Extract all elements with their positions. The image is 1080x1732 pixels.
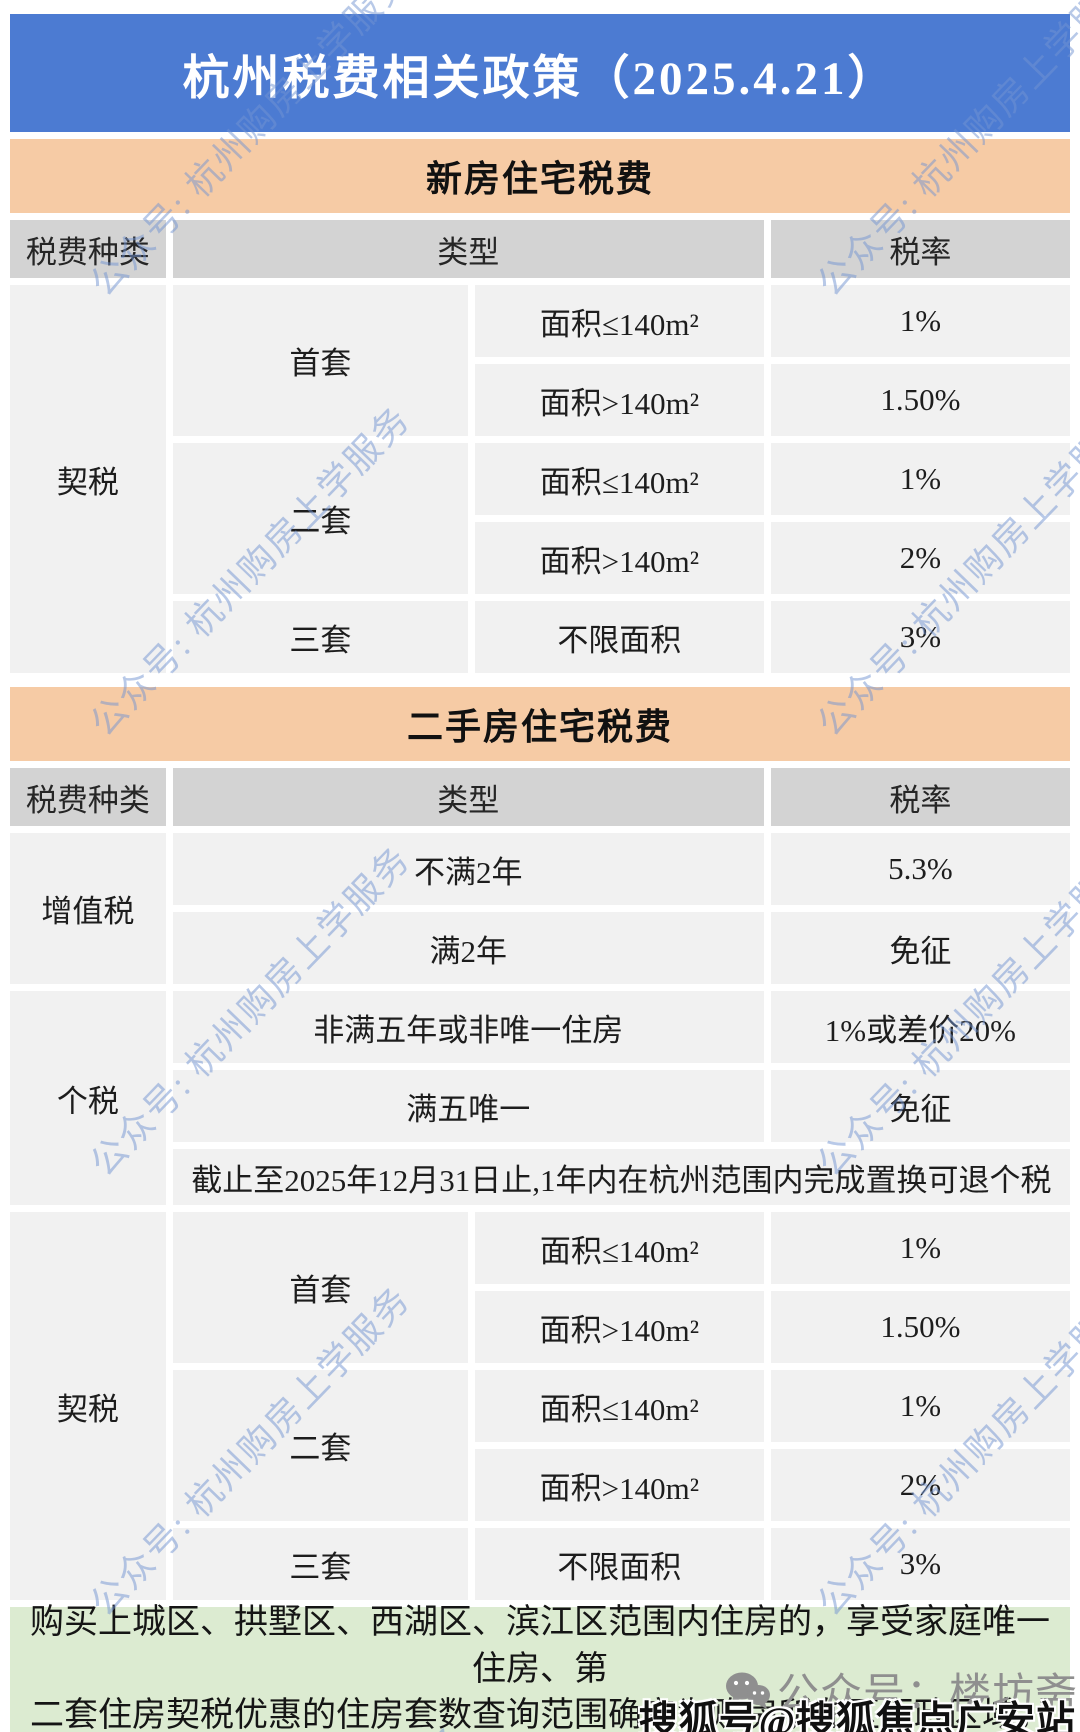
cell-rate: 1% bbox=[770, 285, 1070, 357]
section-header-label: 新房住宅税费 bbox=[425, 159, 654, 199]
cell-type: 面积>140m² bbox=[474, 1449, 764, 1521]
cell-rate: 3% bbox=[770, 601, 1070, 673]
cell-rate: 1.50% bbox=[770, 364, 1070, 436]
cell-type: 面积>140m² bbox=[474, 364, 764, 436]
section-header-label: 二手房住宅税费 bbox=[406, 707, 673, 747]
note-line-1: 购买上城区、拱墅区、西湖区、滨江区范围内住房的，享受家庭唯一住房、第 bbox=[30, 1603, 1050, 1688]
table-row: 三套 不限面积 3% bbox=[10, 601, 1070, 673]
table-row: 契税 首套 面积≤140m² 1% bbox=[10, 1212, 1070, 1600]
col-header-type: 类型 bbox=[172, 768, 764, 826]
table-row: 截止至2025年12月31日止,1年内在杭州范围内完成置换可退个税 bbox=[10, 1149, 1070, 1205]
section-header-new-homes: 新房住宅税费 bbox=[10, 139, 1070, 213]
cell-type: 非满五年或非唯一住房 bbox=[172, 991, 764, 1063]
cell-rate: 1%或差价20% bbox=[770, 991, 1070, 1063]
new-home-tax-table: 税费种类 类型 税率 契税 首套 面积≤140m² 1% 面积>140m² 1.… bbox=[3, 213, 1077, 680]
cell-rate: 1% bbox=[770, 443, 1070, 515]
cell-type: 不限面积 bbox=[474, 1528, 764, 1600]
sohu-account-badge: 搜狐号@搜狐焦点广安站 bbox=[638, 1700, 1076, 1732]
title-bar: 杭州税费相关政策（2025.4.21） bbox=[10, 14, 1070, 132]
table-row: 面积>140m² 1.50% bbox=[10, 1291, 1070, 1363]
cell-tier-third: 三套 bbox=[172, 1528, 468, 1600]
table-row: 满五唯一 免征 bbox=[10, 1070, 1070, 1142]
cell-rate: 2% bbox=[770, 1449, 1070, 1521]
table-row: 面积>140m² 1.50% bbox=[10, 364, 1070, 436]
cell-tier-second: 二套 bbox=[172, 443, 468, 594]
wechat-account-label: 公众号：楼坊斋 bbox=[776, 1672, 1078, 1718]
cell-rate: 免征 bbox=[770, 912, 1070, 984]
deed-tax-district-note: 购买上城区、拱墅区、西湖区、滨江区范围内住房的，享受家庭唯一住房、第 二套住房契… bbox=[10, 1604, 1070, 1732]
cell-type: 面积>140m² bbox=[474, 522, 764, 594]
cell-rate: 免征 bbox=[770, 1070, 1070, 1142]
cell-rate: 5.3% bbox=[770, 833, 1070, 905]
cell-tier-first: 首套 bbox=[172, 1212, 468, 1363]
cell-tier-second: 二套 bbox=[172, 1370, 468, 1521]
table-row: 二套 面积≤140m² 1% bbox=[10, 443, 1070, 594]
table-row: 契税 首套 面积≤140m² 1% bbox=[10, 285, 1070, 673]
cell-tax-income: 个税 bbox=[10, 991, 166, 1205]
cell-tier-third: 三套 bbox=[172, 601, 468, 673]
cell-income-tax-refund-note: 截止至2025年12月31日止,1年内在杭州范围内完成置换可退个税 bbox=[172, 1149, 1070, 1205]
cell-type: 不满2年 bbox=[172, 833, 764, 905]
col-header-tax-kind: 税费种类 bbox=[10, 768, 166, 826]
cell-tax-deed: 契税 bbox=[10, 1212, 166, 1600]
table-row: 个税 非满五年或非唯一住房 1%或差价20% bbox=[10, 991, 1070, 1205]
col-header-rate: 税率 bbox=[770, 768, 1070, 826]
wechat-account-badge: 公众号：楼坊斋 bbox=[725, 1660, 1078, 1721]
cell-type: 面积>140m² bbox=[474, 1291, 764, 1363]
resale-home-tax-table: 税费种类 类型 税率 增值税 不满2年 5.3% 满2年 免征 个税 非满五年或… bbox=[3, 761, 1077, 1607]
deed-tax-district-note-text: 购买上城区、拱墅区、西湖区、滨江区范围内住房的，享受家庭唯一住房、第 二套住房契… bbox=[10, 1600, 1070, 1732]
section-header-resale-homes: 二手房住宅税费 bbox=[10, 687, 1070, 761]
cell-type: 不限面积 bbox=[474, 601, 764, 673]
wechat-icon bbox=[725, 1671, 771, 1711]
cell-rate: 1% bbox=[770, 1212, 1070, 1284]
table-row: 二套 面积≤140m² 1% bbox=[10, 1370, 1070, 1521]
col-header-type: 类型 bbox=[172, 220, 764, 278]
cell-type: 面积≤140m² bbox=[474, 285, 764, 357]
cell-type: 满五唯一 bbox=[172, 1070, 764, 1142]
table-row: 面积>140m² 2% bbox=[10, 1449, 1070, 1521]
table-header-row: 税费种类 类型 税率 bbox=[10, 768, 1070, 826]
cell-rate: 2% bbox=[770, 522, 1070, 594]
cell-type: 满2年 bbox=[172, 912, 764, 984]
page-title: 杭州税费相关政策（2025.4.21） bbox=[182, 52, 898, 105]
cell-type: 面积≤140m² bbox=[474, 1370, 764, 1442]
cell-type: 面积≤140m² bbox=[474, 443, 764, 515]
cell-tax-vat: 增值税 bbox=[10, 833, 166, 984]
table-header-row: 税费种类 类型 税率 bbox=[10, 220, 1070, 278]
cell-rate: 1.50% bbox=[770, 1291, 1070, 1363]
table-row: 面积>140m² 2% bbox=[10, 522, 1070, 594]
col-header-tax-kind: 税费种类 bbox=[10, 220, 166, 278]
table-row: 三套 不限面积 3% bbox=[10, 1528, 1070, 1600]
table-row: 满2年 免征 bbox=[10, 912, 1070, 984]
cell-tax-deed: 契税 bbox=[10, 285, 166, 673]
cell-tier-first: 首套 bbox=[172, 285, 468, 436]
cell-rate: 1% bbox=[770, 1370, 1070, 1442]
note-line-2: 二套住房契税优惠的住房套数查询范围确定为购房所在区行政区域。 bbox=[30, 1697, 1050, 1732]
col-header-rate: 税率 bbox=[770, 220, 1070, 278]
cell-type: 面积≤140m² bbox=[474, 1212, 764, 1284]
cell-rate: 3% bbox=[770, 1528, 1070, 1600]
table-row: 增值税 不满2年 5.3% bbox=[10, 833, 1070, 984]
